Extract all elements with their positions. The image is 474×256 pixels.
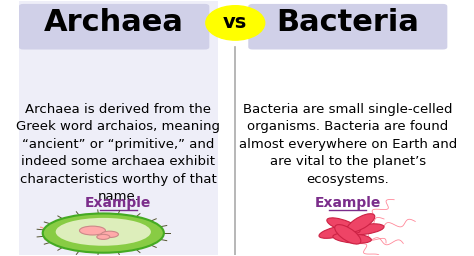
Ellipse shape: [101, 231, 118, 238]
Ellipse shape: [327, 218, 360, 233]
Circle shape: [206, 6, 264, 40]
FancyBboxPatch shape: [19, 1, 218, 255]
Text: Archaea is derived from the
Greek word archaios, meaning
“ancient” or “primitive: Archaea is derived from the Greek word a…: [17, 103, 220, 203]
Text: Example: Example: [85, 196, 152, 210]
FancyBboxPatch shape: [19, 4, 210, 49]
Ellipse shape: [55, 218, 151, 246]
Ellipse shape: [80, 226, 105, 235]
Ellipse shape: [335, 225, 361, 244]
Text: vs: vs: [223, 13, 247, 33]
Text: Archaea: Archaea: [44, 8, 184, 37]
FancyBboxPatch shape: [248, 4, 447, 49]
Text: Bacteria: Bacteria: [276, 8, 419, 37]
Ellipse shape: [346, 224, 384, 235]
Ellipse shape: [43, 214, 164, 253]
Text: Bacteria are small single-celled
organisms. Bacteria are found
almost everywhere: Bacteria are small single-celled organis…: [239, 103, 457, 186]
Text: Example: Example: [315, 196, 381, 210]
Ellipse shape: [333, 233, 371, 243]
Ellipse shape: [347, 214, 375, 232]
Ellipse shape: [319, 225, 355, 238]
Ellipse shape: [97, 234, 110, 239]
